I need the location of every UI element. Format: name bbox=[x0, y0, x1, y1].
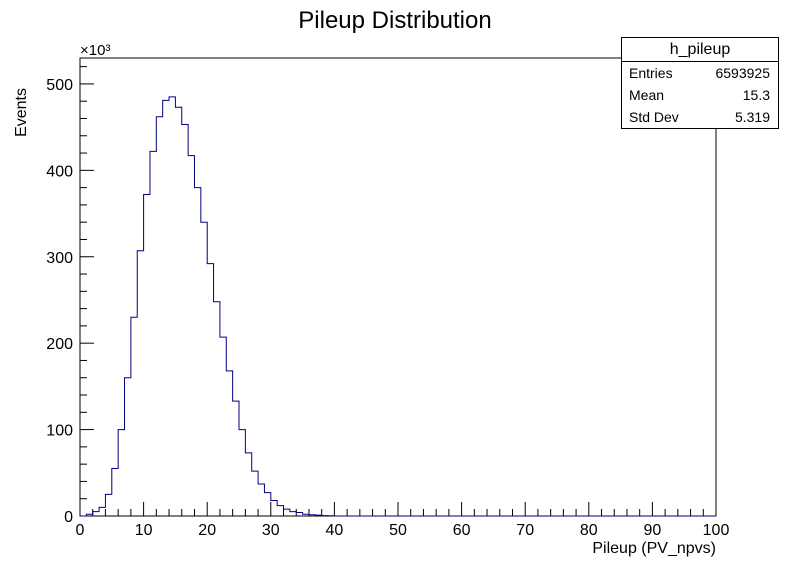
histogram-bin bbox=[220, 337, 226, 516]
histogram-bin bbox=[99, 507, 105, 516]
histogram-bin bbox=[105, 494, 111, 516]
axis-ticks: 0 10 20 30 40 50 60 70 80 90 100 0 100 200 300 400 500 bbox=[46, 66, 730, 539]
x-tick-label: 70 bbox=[516, 522, 534, 539]
mean-value: 15.3 bbox=[742, 87, 770, 103]
x-tick-label: 30 bbox=[262, 522, 280, 539]
y-tick-label: 0 bbox=[64, 509, 73, 526]
x-tick-label: 100 bbox=[703, 522, 730, 539]
x-tick-label: 40 bbox=[326, 522, 344, 539]
x-tick-label: 90 bbox=[644, 522, 662, 539]
histogram-bin bbox=[156, 117, 162, 516]
histogram-bin bbox=[277, 506, 283, 516]
histogram-outline bbox=[80, 96, 716, 517]
y-tick-label: 500 bbox=[46, 77, 73, 94]
histogram-bin bbox=[264, 493, 270, 516]
histogram-bin bbox=[245, 453, 251, 516]
histogram-bin bbox=[239, 430, 245, 516]
histogram-bin bbox=[112, 468, 118, 516]
stats-row-std: Std Dev 5.319 bbox=[622, 106, 778, 128]
histogram-bin bbox=[194, 188, 200, 516]
histogram-bin bbox=[169, 97, 175, 516]
x-tick-label: 80 bbox=[580, 522, 598, 539]
stats-row-entries: Entries 6593925 bbox=[622, 62, 778, 84]
histogram-bin bbox=[118, 430, 124, 516]
std-label: Std Dev bbox=[629, 109, 679, 125]
histogram-bin bbox=[233, 401, 239, 516]
y-tick-label: 100 bbox=[46, 423, 73, 440]
histogram-bin bbox=[125, 378, 131, 516]
x-tick-label: 50 bbox=[389, 522, 407, 539]
histogram-bin bbox=[296, 513, 302, 516]
stats-title: h_pileup bbox=[622, 38, 778, 62]
chart-title: Pileup Distribution bbox=[298, 7, 491, 34]
histogram-bin bbox=[144, 195, 150, 516]
histogram-bin bbox=[93, 512, 99, 516]
histogram-bin bbox=[226, 371, 232, 516]
histogram-bin bbox=[258, 484, 264, 516]
y-axis-label: Events bbox=[13, 88, 30, 137]
y-tick-label: 300 bbox=[46, 250, 73, 267]
histogram-bin bbox=[137, 251, 143, 516]
histogram-bin bbox=[207, 264, 213, 516]
histogram-bin bbox=[188, 156, 194, 516]
std-value: 5.319 bbox=[734, 109, 770, 125]
y-tick-label: 400 bbox=[46, 163, 73, 180]
y-multiplier: ×10³ bbox=[80, 42, 110, 59]
mean-label: Mean bbox=[629, 87, 665, 103]
histogram-bin bbox=[271, 500, 277, 516]
stats-row-mean: Mean 15.3 bbox=[622, 84, 778, 106]
histogram-bin bbox=[290, 512, 296, 516]
histogram-bin bbox=[214, 302, 220, 516]
entries-label: Entries bbox=[629, 65, 673, 81]
histogram-bin bbox=[150, 151, 156, 516]
histogram-bin bbox=[163, 100, 169, 516]
histogram-bin bbox=[131, 317, 137, 516]
histogram-bin bbox=[284, 509, 290, 516]
x-axis-label: Pileup (PV_npvs) bbox=[592, 540, 716, 557]
histogram-bin bbox=[175, 107, 181, 516]
entries-value: 6593925 bbox=[715, 65, 770, 81]
histogram-bin bbox=[252, 471, 258, 516]
histogram-bins bbox=[86, 97, 334, 516]
x-tick-label: 10 bbox=[135, 522, 153, 539]
x-tick-label: 0 bbox=[76, 522, 85, 539]
histogram-bin bbox=[201, 222, 207, 516]
histogram-bin bbox=[182, 125, 188, 516]
stats-box: h_pileup Entries 6593925 Mean 15.3 Std D… bbox=[621, 37, 779, 129]
x-tick-label: 60 bbox=[453, 522, 471, 539]
y-tick-label: 200 bbox=[46, 336, 73, 353]
x-tick-label: 20 bbox=[198, 522, 216, 539]
